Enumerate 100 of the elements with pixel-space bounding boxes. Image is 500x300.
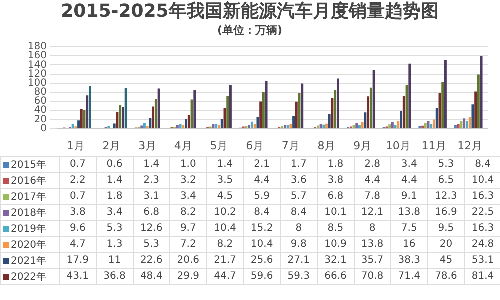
bar: [179, 124, 182, 128]
data-label: 7.5: [390, 220, 428, 236]
data-label: 3.2: [170, 172, 207, 188]
bar: [124, 88, 128, 128]
bar: [356, 123, 358, 128]
legend-label: 2021年: [0, 252, 60, 268]
data-label: 16.3: [464, 188, 500, 204]
legend-label: 2022年: [0, 268, 60, 284]
data-label: 12.3: [428, 188, 465, 204]
y-tick-label: 160: [28, 50, 47, 62]
bar: [265, 81, 268, 128]
bar: [391, 122, 394, 128]
y-tick-label: 40: [34, 105, 47, 116]
data-label: 13.8: [390, 204, 428, 220]
data-label: 3.4: [170, 188, 207, 204]
bar: [472, 104, 474, 128]
bar: [286, 125, 290, 128]
data-label: 4.4: [390, 172, 428, 188]
data-label: 10.4: [206, 220, 244, 236]
bar: [477, 74, 480, 128]
data-label: 4.4: [354, 172, 391, 188]
data-label: 78.6: [428, 268, 465, 284]
x-tick-label: 2月: [102, 139, 121, 152]
bar: [388, 124, 392, 128]
data-label: 6.5: [428, 172, 465, 188]
data-label: 44.7: [206, 268, 244, 284]
bar: [400, 111, 402, 128]
bar: [480, 56, 483, 128]
data-label: 25.6: [244, 252, 280, 268]
data-label: 8.4: [464, 156, 500, 172]
data-label: 1.7: [280, 156, 318, 172]
bar: [149, 118, 152, 128]
bar: [328, 114, 331, 128]
chart-title: 2015-2025年我国新能源汽车月度销量趋势图: [60, 0, 440, 24]
bar: [322, 124, 326, 128]
data-label: 12.6: [133, 220, 170, 236]
data-label: 3.8: [60, 204, 96, 220]
bar: [176, 125, 179, 128]
y-tick-label: 140: [28, 60, 47, 71]
bar: [78, 120, 80, 128]
data-label: 4.7: [60, 236, 96, 252]
data-label: 21.7: [206, 252, 244, 268]
data-label: 3.8: [317, 172, 354, 188]
bar: [334, 90, 337, 128]
data-label: 3.4: [390, 156, 428, 172]
bar: [457, 124, 460, 128]
bar: [119, 105, 122, 128]
bar: [251, 122, 254, 128]
data-label: 27.1: [280, 252, 318, 268]
bar: [372, 70, 376, 128]
chart-subtitle: (单位：万辆): [216, 24, 284, 38]
data-label: 22.5: [464, 204, 500, 220]
bar: [226, 96, 230, 128]
data-label: 1.4: [206, 156, 244, 172]
bar: [72, 124, 74, 128]
y-tick-label: 20: [34, 114, 47, 126]
data-label: 5.9: [244, 188, 280, 204]
bar: [218, 125, 220, 128]
bar: [422, 126, 424, 128]
data-label: 1.8: [96, 188, 134, 204]
legend-label: 2015年: [0, 156, 60, 172]
data-label: 1.3: [96, 236, 134, 252]
legend-label: 2020年: [0, 236, 60, 252]
bar: [337, 78, 340, 128]
x-tick-label: 11月: [422, 139, 447, 152]
legend-label: 2016年: [0, 172, 60, 188]
data-label: 8.2: [206, 236, 244, 252]
bar: [326, 124, 328, 128]
bar: [424, 123, 427, 128]
data-label: 2.8: [354, 156, 391, 172]
bar: [215, 124, 218, 128]
data-label: 9.1: [390, 188, 428, 204]
y-tick-label: 0: [40, 123, 47, 134]
data-label: 2.1: [244, 156, 280, 172]
data-label: 4.5: [206, 188, 244, 204]
data-label: 3.6: [280, 172, 318, 188]
bar: [301, 84, 304, 128]
data-label: 7.2: [170, 236, 207, 252]
data-label: 6.8: [317, 188, 354, 204]
bar: [144, 123, 146, 128]
bar: [408, 64, 412, 128]
bar: [262, 92, 265, 128]
x-tick-label: 7月: [282, 139, 300, 152]
bar: [466, 121, 468, 128]
data-label: 8.4: [244, 204, 280, 220]
bar: [454, 124, 457, 128]
bar: [152, 106, 155, 128]
bar: [442, 82, 444, 128]
data-label: 2.3: [133, 172, 170, 188]
data-label: 10.1: [317, 204, 354, 220]
data-label: 22.6: [133, 252, 170, 268]
data-label: 16: [390, 236, 428, 252]
bar: [113, 124, 116, 128]
data-label: 59.6: [244, 268, 280, 284]
data-label: 5.3: [428, 156, 465, 172]
data-label: 10.2: [206, 204, 244, 220]
data-label: 35.7: [354, 252, 391, 268]
bar: [260, 102, 262, 128]
data-label: 10.9: [317, 236, 354, 252]
data-label: 20.6: [170, 252, 207, 268]
